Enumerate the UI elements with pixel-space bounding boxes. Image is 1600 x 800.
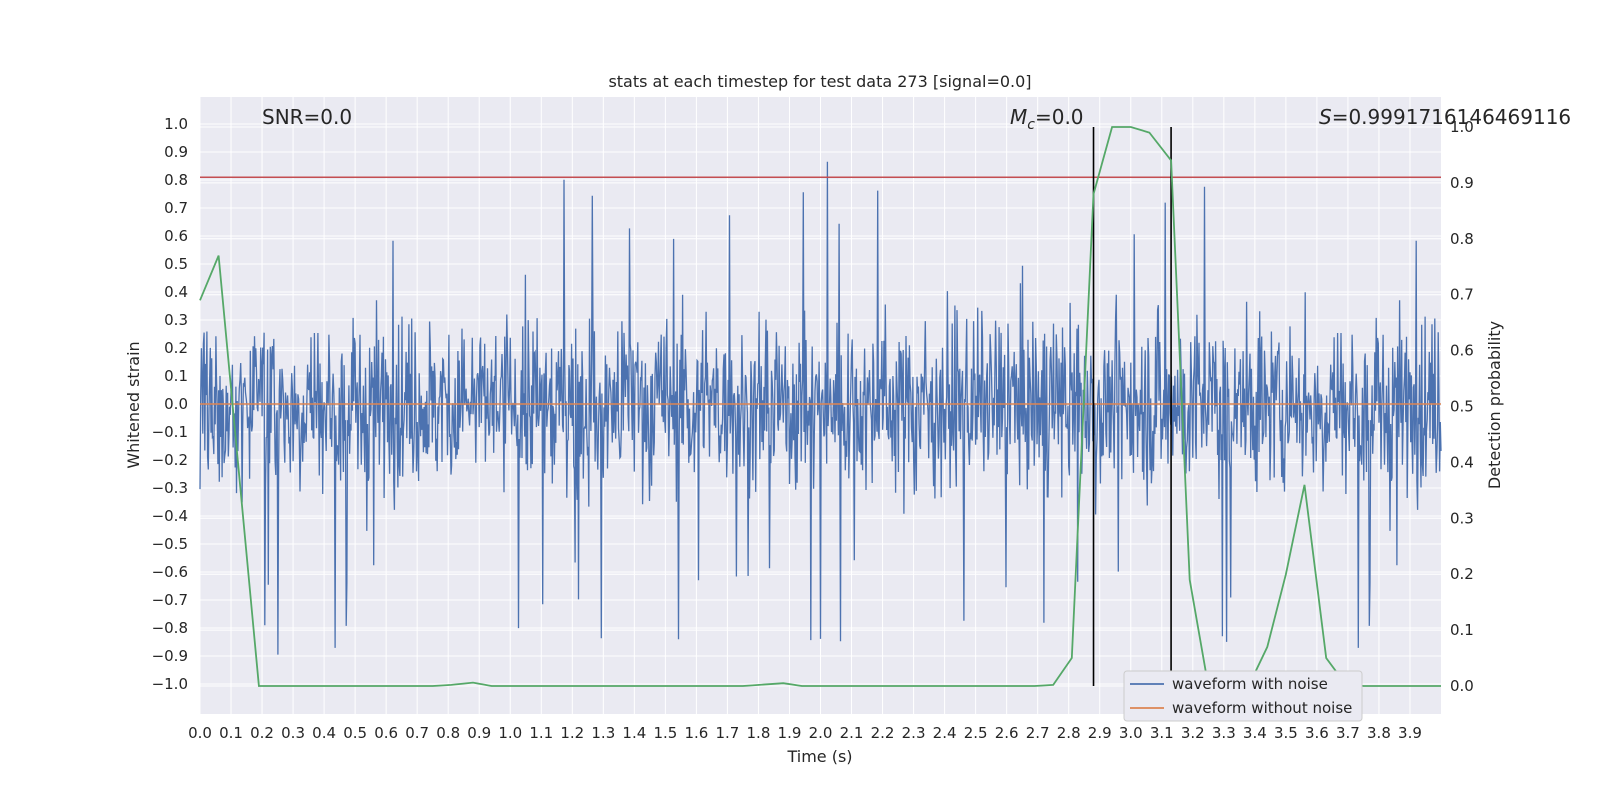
x-tick-label: 2.9 [1088,724,1112,742]
x-tick-label: 0.6 [374,724,398,742]
y-tick-label: −0.1 [152,423,188,441]
legend-box [1123,670,1363,722]
x-axis-ticks: 0.0 0.1 0.2 0.3 0.4 0.5 0.6 0.7 0.8 0.9 1.0 1.1 1.2 1… [188,724,1422,742]
x-tick-label: 3.7 [1336,724,1360,742]
x-tick-label: 2.0 [809,724,833,742]
x-tick-label: 3.3 [1212,724,1236,742]
x-tick-label: 1.9 [778,724,802,742]
y-tick-label: −0.7 [152,591,188,609]
x-tick-label: 1.5 [653,724,677,742]
series-waveform-with-noise [199,161,1442,655]
overlay-lines [199,126,1441,704]
x-tick-label: 1.6 [684,724,708,742]
x-tick-label: 0.2 [250,724,274,742]
y-tick-label: 0.4 [164,283,188,301]
x-tick-label: 0.4 [312,724,336,742]
y-tick-label: 0.8 [164,171,188,189]
x-tick-label: 0.0 [188,724,212,742]
y-tick-label: −0.2 [152,451,188,469]
y-tick-label: −0.3 [152,479,188,497]
detection-probability-line [199,126,1441,704]
right-tick-label: 0.4 [1450,453,1474,471]
y-axis-label: Whitened strain [124,341,143,468]
x-tick-label: 3.1 [1150,724,1174,742]
x-tick-label: 2.7 [1026,724,1050,742]
right-tick-label: 1.0 [1450,118,1474,136]
score-annotation: S=0.9991716146469116 [1319,105,1571,129]
y-tick-label: −0.6 [152,563,188,581]
y-tick-label: 0.0 [164,395,188,413]
x-tick-label: 0.7 [405,724,429,742]
x-tick-label: 2.6 [995,724,1019,742]
x-tick-label: 2.2 [871,724,895,742]
chirp-mass-annotation: Mc=0.0 [1010,105,1084,133]
x-tick-label: 0.3 [281,724,305,742]
x-tick-label: 1.8 [747,724,771,742]
right-tick-label: 0.8 [1450,230,1474,248]
x-tick-label: 3.0 [1119,724,1143,742]
legend: waveform with noise waveform without noi… [1123,670,1363,722]
right-tick-label: 0.6 [1450,342,1474,360]
right-tick-label: 0.5 [1450,398,1474,416]
x-tick-label: 0.9 [467,724,491,742]
x-tick-label: 3.5 [1274,724,1298,742]
waveform-with-noise-line [199,161,1442,655]
x-tick-label: 1.0 [498,724,522,742]
right-tick-label: 0.7 [1450,286,1474,304]
x-tick-label: 1.1 [529,724,553,742]
y-tick-label: 0.6 [164,227,188,245]
x-tick-label: 2.5 [964,724,988,742]
y-tick-label: −0.4 [152,507,188,525]
x-tick-label: 1.7 [715,724,739,742]
x-tick-label: 3.8 [1367,724,1391,742]
right-axis-label: Detection probability [1485,321,1504,489]
y-tick-label: 0.3 [164,311,188,329]
x-tick-label: 3.6 [1305,724,1329,742]
x-axis-label: Time (s) [786,747,852,766]
legend-label-waveform-with-noise: waveform with noise [1172,675,1328,693]
right-axis-ticks: 1.0 0.9 0.8 0.7 0.6 0.5 0.4 0.3 0.2 0.1 0.0 [1450,118,1474,695]
y-tick-label: 0.9 [164,143,188,161]
x-tick-label: 3.2 [1181,724,1205,742]
x-tick-label: 3.9 [1398,724,1422,742]
y-tick-label: −0.5 [152,535,188,553]
y-tick-label: −0.9 [152,647,188,665]
x-tick-label: 1.4 [622,724,646,742]
x-tick-label: 1.2 [560,724,584,742]
x-tick-label: 2.3 [902,724,926,742]
right-tick-label: 0.1 [1450,621,1474,639]
right-tick-label: 0.3 [1450,509,1474,527]
x-tick-label: 2.8 [1057,724,1081,742]
x-tick-label: 3.4 [1243,724,1267,742]
x-tick-label: 0.5 [343,724,367,742]
y-tick-label: −1.0 [152,675,188,693]
snr-annotation: SNR=0.0 [262,105,352,129]
x-tick-label: 1.3 [591,724,615,742]
chart-title: stats at each timestep for test data 273… [608,72,1031,91]
y-axis-ticks: 1.0 0.9 0.8 0.7 0.6 0.5 0.4 0.3 0.2 0.1 0.0 −0.1 −0.… [152,115,188,693]
legend-label-waveform-without-noise: waveform without noise [1172,699,1352,717]
y-tick-label: 0.2 [164,339,188,357]
y-tick-label: 0.1 [164,367,188,385]
x-tick-label: 2.1 [840,724,864,742]
y-tick-label: 0.5 [164,255,188,273]
y-tick-label: 0.7 [164,199,188,217]
right-tick-label: 0.2 [1450,565,1474,583]
right-tick-label: 0.0 [1450,677,1474,695]
y-tick-label: −0.8 [152,619,188,637]
x-tick-label: 2.4 [933,724,957,742]
right-tick-label: 0.9 [1450,174,1474,192]
x-tick-label: 0.8 [436,724,460,742]
x-tick-label: 0.1 [219,724,243,742]
y-tick-label: 1.0 [164,115,188,133]
